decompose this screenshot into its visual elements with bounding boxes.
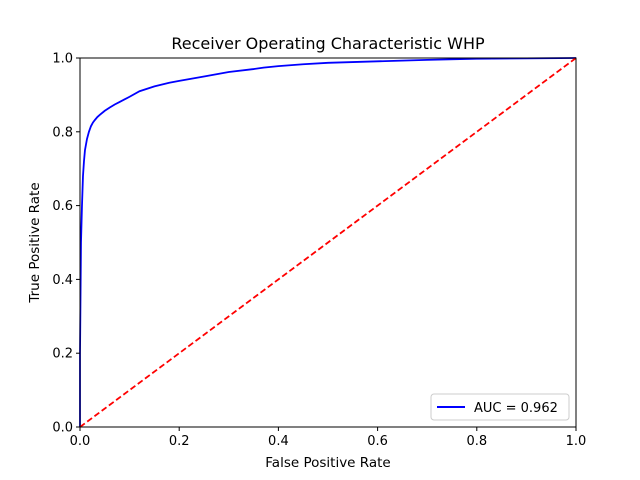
x-axis-title: False Positive Rate [265,455,390,471]
x-tick-label: 0.6 [367,434,388,449]
y-tick-label: 0.4 [52,273,73,288]
x-tick-label: 1.0 [566,434,587,449]
legend-label-auc: AUC = 0.962 [474,401,558,416]
chart-title: Receiver Operating Characteristic WHP [171,34,485,53]
x-tick-label: 0.0 [70,434,91,449]
x-tick-label: 0.4 [268,434,289,449]
y-tick-label: 0.8 [52,125,73,140]
y-tick-label: 0.2 [52,347,73,362]
plot-frame [79,57,577,428]
x-axis-ticks: 0.0 0.2 0.4 0.6 0.8 1.0 [70,427,587,449]
y-axis-title: True Positive Rate [27,182,43,303]
x-tick-label: 0.8 [466,434,487,449]
roc-curve-line [79,57,577,427]
y-tick-label: 0.6 [52,199,73,214]
y-tick-label: 1.0 [52,52,73,67]
x-tick-label: 0.2 [169,434,190,449]
y-axis-ticks: 0.0 0.2 0.4 0.6 0.8 1.0 [52,52,80,436]
reference-diagonal-line [79,57,577,428]
series-layer [79,57,577,428]
legend-box [430,393,570,421]
legend: AUC = 0.962 [430,393,570,421]
y-tick-label: 0.0 [52,421,73,436]
